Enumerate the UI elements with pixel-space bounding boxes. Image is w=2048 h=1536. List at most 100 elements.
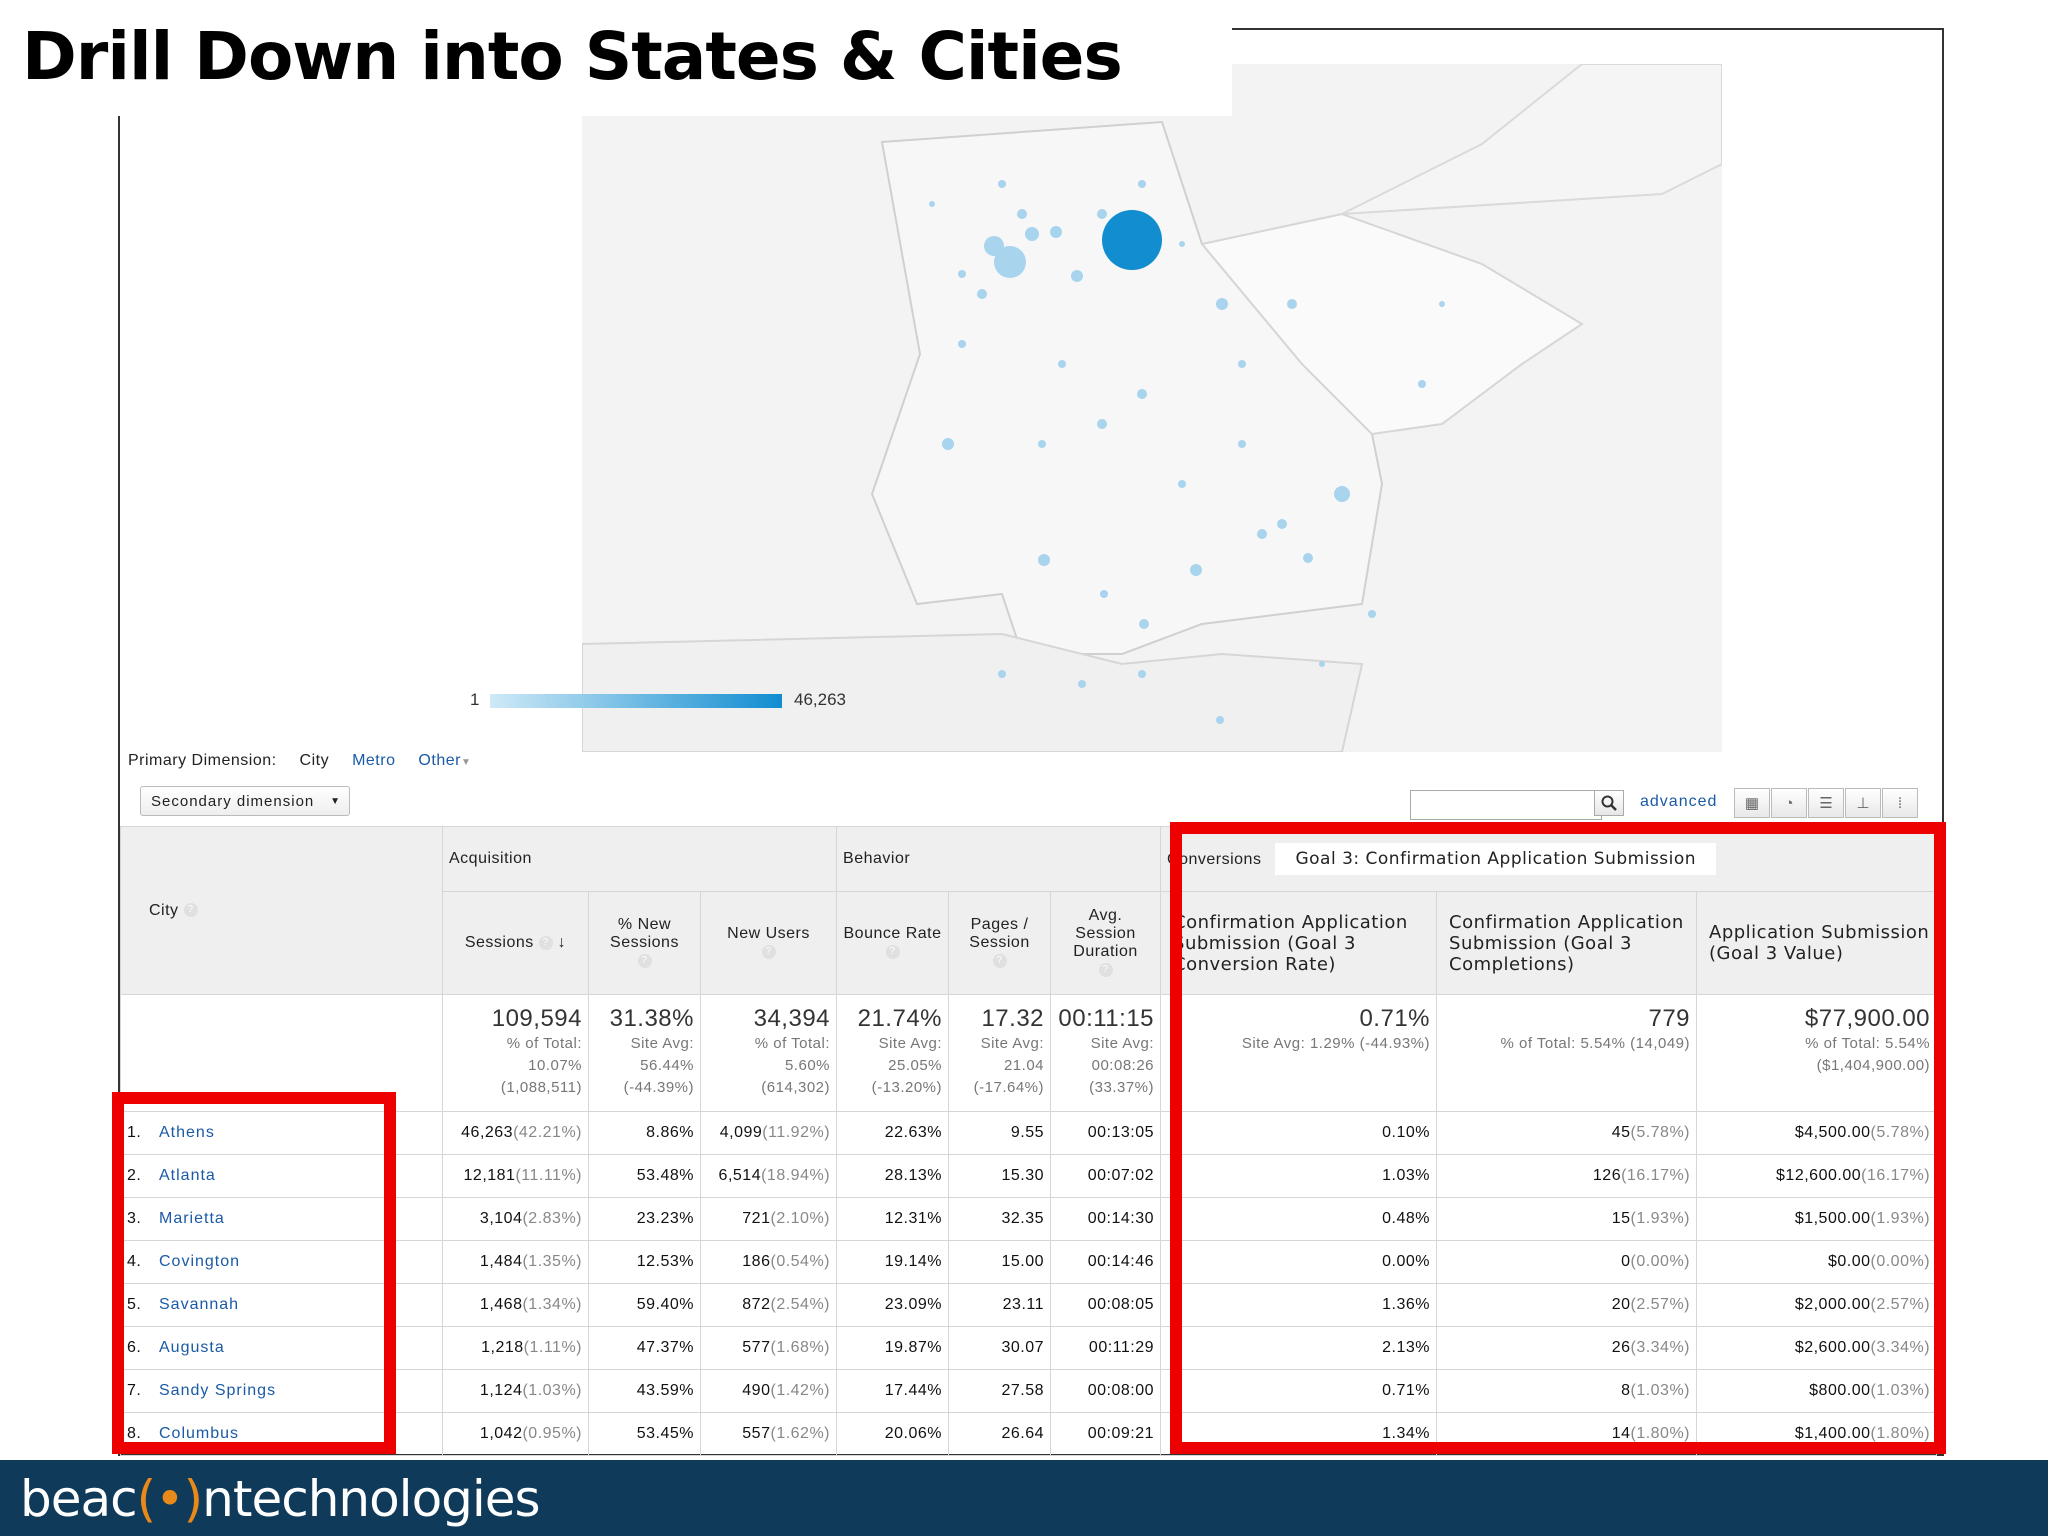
performance-view-icon[interactable]: ☰ [1808, 788, 1844, 818]
conv-rate-column-header[interactable]: Confirmation Application Submission (Goa… [1160, 891, 1438, 995]
city-link[interactable]: Covington [159, 1253, 241, 1270]
goal-value: $800.00 [1809, 1382, 1871, 1399]
table-view-icon[interactable]: ▦ [1734, 788, 1770, 818]
summary-value-cell: $77,900.00 % of Total: 5.54% ($1,404,900.0… [1696, 994, 1938, 1112]
conv-rate-cell: 0.00% [1160, 1240, 1438, 1284]
completions-pct: (16.17%) [1621, 1167, 1691, 1184]
sessions-cell: 46,263(42.21%) [442, 1111, 589, 1155]
help-icon: ? [637, 953, 652, 968]
summary-city-cell [120, 994, 443, 1112]
new-sessions-value: 59.40% [636, 1296, 694, 1313]
new-users-cell: 872(2.54%) [699, 1283, 838, 1327]
summary-pages-session: 17.32 Site Avg: 21.04 (-17.64%) [948, 994, 1052, 1112]
summary-conv-rate: 0.71% Site Avg: 1.29% (-44.93%) [1160, 994, 1438, 1112]
pages-session-value: 23.11 [1002, 1296, 1045, 1313]
new-sessions-cell: 53.48% [588, 1154, 701, 1198]
row-number: 7. [127, 1382, 142, 1399]
dimension-other[interactable]: Other▼ [418, 752, 471, 769]
conv-rate-cell: 2.13% [1160, 1326, 1438, 1370]
sessions-column-header[interactable]: Sessions ? ↓ [442, 891, 589, 995]
new-users-header-label: New Users [727, 925, 810, 942]
avg-duration-column-header[interactable]: Avg. Session Duration? [1050, 891, 1162, 995]
city-link[interactable]: Savannah [159, 1296, 240, 1313]
completions-value: 45 [1611, 1124, 1631, 1141]
pages-session-header-label: Pages / Session [969, 916, 1030, 951]
dimension-metro[interactable]: Metro [352, 752, 396, 769]
summary-note: 21.04 [1003, 1057, 1045, 1074]
row-number: 2. [127, 1167, 142, 1184]
beacon-logo: beac(•)ntechnologies [20, 1470, 541, 1528]
completions-pct: (2.57%) [1630, 1296, 1691, 1313]
city-header-label: City [149, 901, 179, 919]
summary-note: Site Avg: [1090, 1035, 1155, 1052]
goal-value: $2,600.00 [1794, 1339, 1871, 1356]
avg-duration-cell: 00:14:46 [1050, 1240, 1162, 1284]
value-cell: $1,500.00(1.93%) [1696, 1197, 1938, 1241]
pivot-view-icon[interactable]: ⦙ [1882, 788, 1918, 818]
avg-duration-value: 00:07:02 [1087, 1167, 1155, 1184]
completions-column-header[interactable]: Confirmation Application Submission (Goa… [1436, 891, 1698, 995]
help-icon: ? [538, 935, 553, 950]
city-column-header[interactable]: City ? [120, 826, 443, 995]
bubble-athens [1102, 210, 1162, 270]
summary-value: 21.74% [857, 1005, 943, 1032]
goal-selector[interactable]: Goal 3: Confirmation Application Submiss… [1275, 843, 1717, 875]
summary-note: Site Avg: [630, 1035, 694, 1052]
secondary-dimension-dropdown[interactable]: Secondary dimension ▼ [140, 786, 350, 816]
bubble [1287, 299, 1297, 309]
table-row: 4. Covington 1,484(1.35%) 12.53% 186(0.54%) 1… [120, 1240, 1938, 1284]
bubble [1178, 480, 1186, 488]
city-link[interactable]: Marietta [159, 1210, 225, 1227]
row-number: 4. [127, 1253, 142, 1270]
bounce-rate-column-header[interactable]: Bounce Rate ? [836, 891, 950, 995]
city-link[interactable]: Sandy Springs [159, 1382, 277, 1399]
city-link[interactable]: Columbus [159, 1425, 240, 1442]
pie-view-icon[interactable]: ◔ [1771, 788, 1807, 818]
new-users-pct: (18.94%) [761, 1167, 831, 1184]
bubble [1025, 227, 1039, 241]
goal-value-pct: (1.93%) [1870, 1210, 1931, 1227]
dimension-city[interactable]: City [299, 752, 330, 769]
bubble [1257, 529, 1267, 539]
comparison-view-icon[interactable]: ⊥ [1845, 788, 1881, 818]
city-link[interactable]: Athens [159, 1124, 215, 1141]
sessions-cell: 1,218(1.11%) [442, 1326, 589, 1370]
city-link[interactable]: Augusta [159, 1339, 225, 1356]
search-button[interactable] [1594, 790, 1624, 816]
bubble [977, 289, 987, 299]
bubble [1050, 226, 1062, 238]
bounce-rate-cell: 12.31% [836, 1197, 950, 1241]
table-search-input[interactable] [1410, 790, 1602, 820]
new-users-column-header[interactable]: New Users? [699, 891, 838, 995]
summary-completions: 779 % of Total: 5.54% (14,049) [1436, 994, 1698, 1112]
goal-value-pct: (2.57%) [1870, 1296, 1931, 1313]
bounce-rate-cell: 19.87% [836, 1326, 950, 1370]
help-icon: ? [761, 944, 776, 959]
new-sessions-header-label: % New Sessions [610, 916, 679, 951]
bubble [1238, 440, 1246, 448]
avg-duration-cell: 00:13:05 [1050, 1111, 1162, 1155]
conv-rate-cell: 0.48% [1160, 1197, 1438, 1241]
summary-value: $77,900.00 [1804, 1005, 1931, 1032]
conv-rate-value: 1.36% [1382, 1296, 1431, 1313]
help-icon: ? [992, 953, 1007, 968]
summary-note: (1,088,511) [500, 1079, 582, 1096]
goal-value: $4,500.00 [1794, 1124, 1871, 1141]
table-row: 2. Atlanta 12,181(11.11%) 53.48% 6,514(18.94… [120, 1154, 1938, 1198]
pages-session-column-header[interactable]: Pages / Session? [948, 891, 1052, 995]
bounce-rate-header-label: Bounce Rate [843, 925, 942, 942]
geo-map[interactable] [582, 64, 1722, 752]
table-row: 5. Savannah 1,468(1.34%) 59.40% 872(2.54%) 23… [120, 1283, 1938, 1327]
new-sessions-cell: 12.53% [588, 1240, 701, 1284]
new-users-pct: (2.10%) [770, 1210, 831, 1227]
bubble [1190, 564, 1202, 576]
goal-value: $12,600.00 [1776, 1167, 1862, 1184]
new-sessions-column-header[interactable]: % New Sessions? [588, 891, 701, 995]
value-cell: $12,600.00(16.17%) [1696, 1154, 1938, 1198]
sessions-value: 3,104 [479, 1210, 523, 1227]
value-column-header[interactable]: Application Submission (Goal 3 Value) [1696, 891, 1938, 995]
city-link[interactable]: Atlanta [159, 1167, 216, 1184]
advanced-filter-link[interactable]: advanced [1640, 793, 1718, 810]
legend-gradient-bar [490, 694, 782, 708]
new-sessions-value: 53.48% [636, 1167, 694, 1184]
